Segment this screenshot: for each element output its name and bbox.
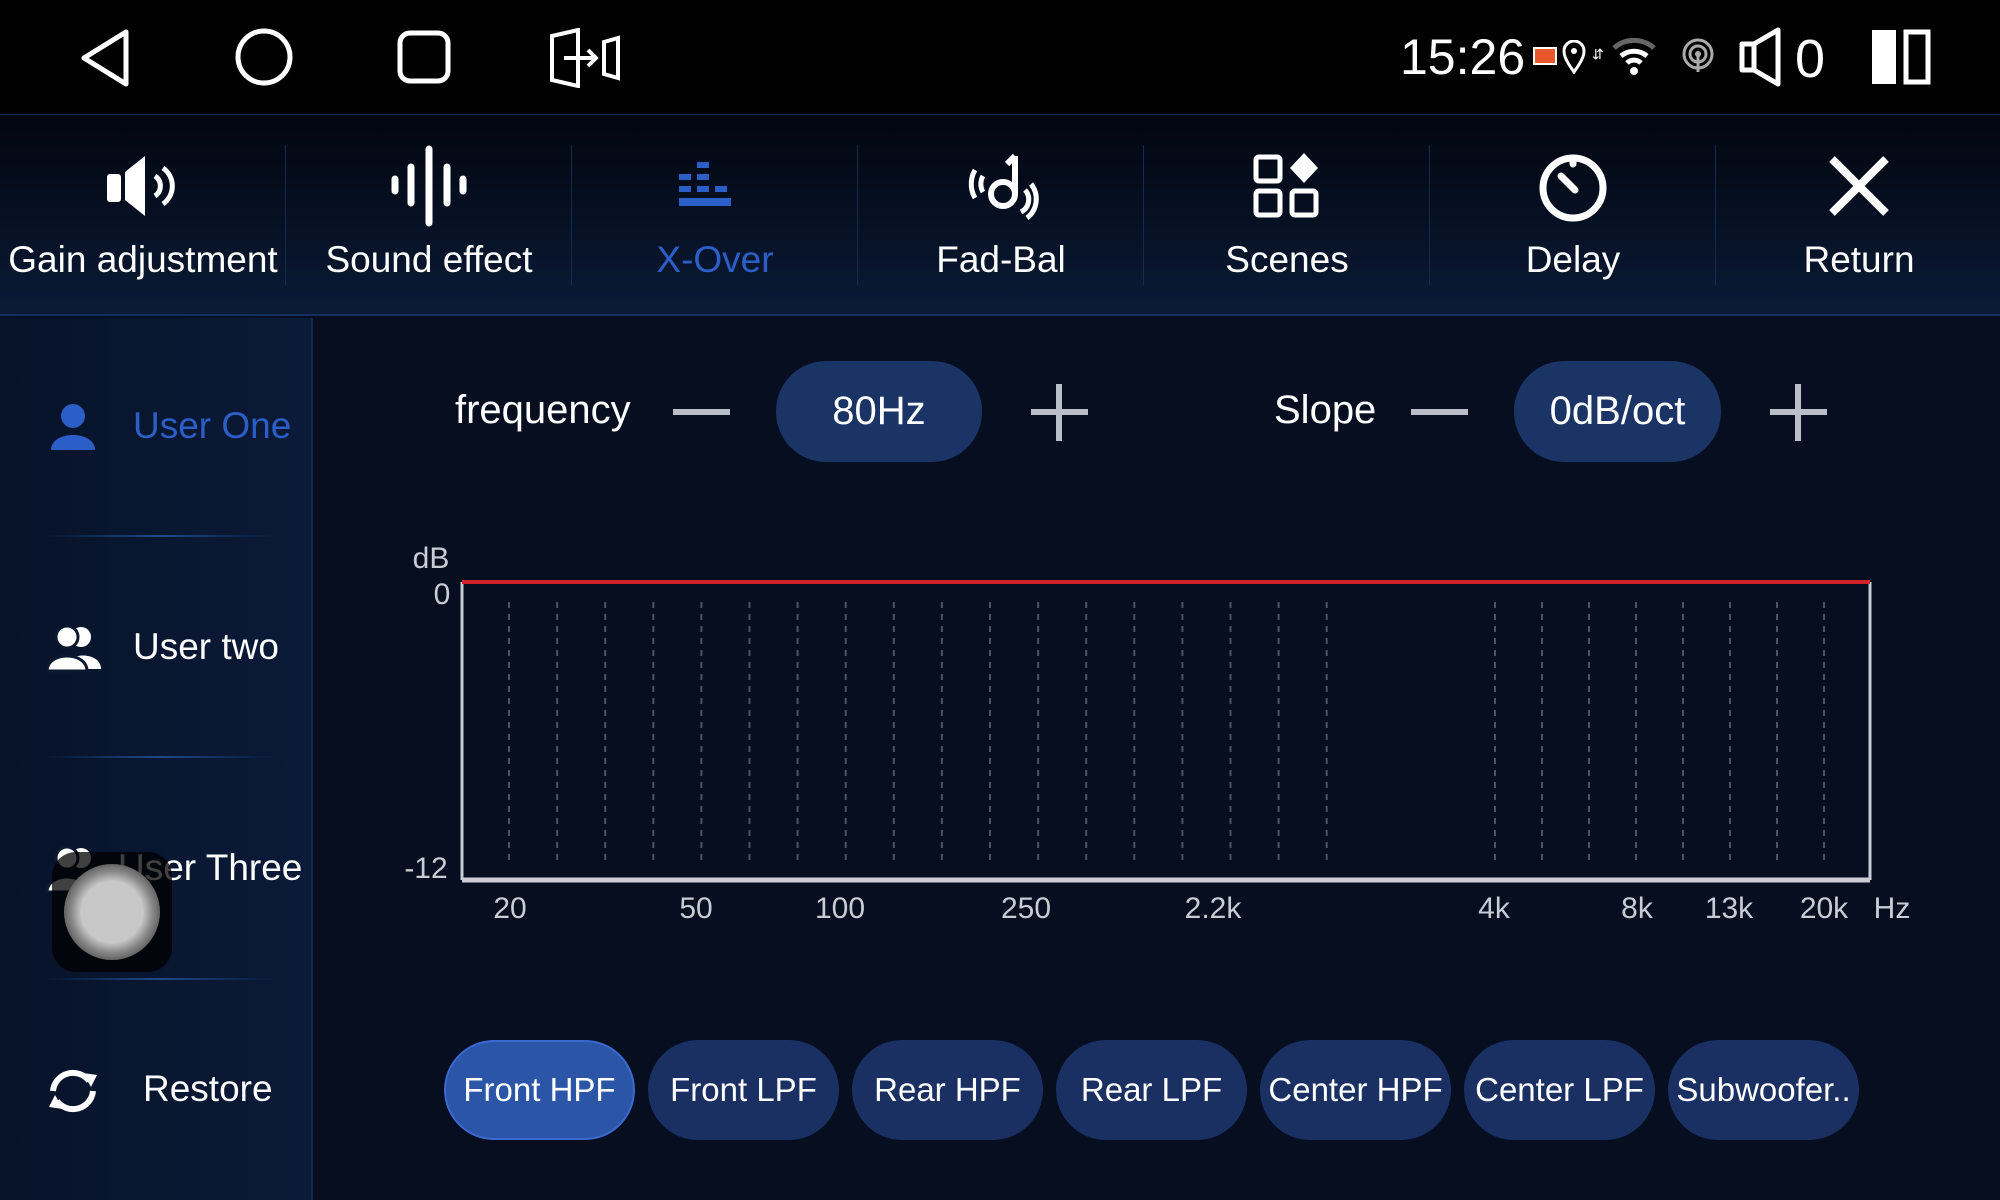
data-arrows-icon: ⇵: [1592, 46, 1604, 62]
tab-sound-effect[interactable]: Sound effect: [286, 115, 572, 315]
channel-button[interactable]: Rear HPF: [852, 1040, 1043, 1140]
tab-label: Sound effect: [325, 239, 533, 280]
x-axis-label: Hz: [1873, 892, 1911, 925]
fader-balance-icon: [968, 153, 1039, 220]
frequency-value[interactable]: 80Hz: [776, 361, 982, 462]
top-tab-bar: Gain adjustment Sound effect X-Over Fad-…: [0, 114, 2000, 316]
clock: 15:26: [1400, 29, 1526, 85]
sidebar: User One User two User Three Restore: [0, 318, 313, 1200]
x-tick-label: 250: [1000, 892, 1052, 925]
x-tick-label: 4k: [1478, 892, 1510, 925]
tab-gain-adjustment[interactable]: Gain adjustment: [0, 115, 286, 315]
tab-fad-bal[interactable]: Fad-Bal: [858, 115, 1144, 315]
tab-delay[interactable]: Delay: [1430, 115, 1716, 315]
sidebar-item-label: User One: [133, 405, 292, 446]
back-icon[interactable]: [78, 28, 134, 88]
channel-button[interactable]: Subwoofer..: [1668, 1040, 1859, 1140]
tab-label: Fad-Bal: [936, 239, 1066, 280]
equalizer-bars-icon: [679, 162, 731, 206]
tab-x-over[interactable]: X-Over: [572, 115, 858, 315]
x-tick-label: 50: [679, 892, 713, 925]
y-axis-label: dB: [412, 542, 450, 575]
recents-icon[interactable]: [396, 29, 452, 85]
x-tick-label: 13k: [1704, 892, 1754, 925]
channel-button[interactable]: Rear LPF: [1056, 1040, 1247, 1140]
tab-label: Return: [1803, 239, 1915, 280]
channel-button[interactable]: Front HPF: [444, 1040, 635, 1140]
x-tick-label: 100: [814, 892, 866, 925]
close-icon: [1829, 156, 1889, 216]
split-screen-icon[interactable]: [1870, 28, 1932, 86]
users-icon: [45, 624, 101, 673]
user-icon: [51, 404, 95, 450]
tab-scenes[interactable]: Scenes: [1144, 115, 1430, 315]
tab-label: Delay: [1525, 239, 1621, 280]
divider: [45, 756, 275, 758]
status-bar: 15:26 ⇵ 0: [0, 0, 2000, 114]
cast-icon: [1533, 47, 1557, 65]
speaker-icon: [107, 156, 175, 216]
tab-label: Gain adjustment: [8, 239, 278, 280]
exit-icon[interactable]: [546, 28, 626, 88]
frequency-label: frequency: [455, 388, 631, 432]
x-tick-label: 8k: [1621, 892, 1653, 925]
x-tick-label: 2.2k: [1184, 892, 1242, 925]
divider: [45, 535, 275, 537]
x-tick-label: 20: [493, 892, 527, 925]
location-icon: [1562, 40, 1586, 74]
channel-button[interactable]: Front LPF: [648, 1040, 839, 1140]
slope-label: Slope: [1274, 388, 1377, 432]
volume-level: 0: [1795, 29, 1826, 89]
volume-icon[interactable]: [1738, 26, 1784, 88]
slope-minus-button[interactable]: [1411, 409, 1468, 415]
tab-return[interactable]: Return: [1716, 115, 2000, 315]
y-tick-label: 0: [433, 578, 451, 611]
channel-button[interactable]: Center HPF: [1260, 1040, 1451, 1140]
assistive-touch-knob: [64, 864, 160, 960]
slope-value[interactable]: 0dB/oct: [1514, 361, 1721, 462]
tab-label: Scenes: [1225, 239, 1349, 280]
sidebar-item-user-one[interactable]: User One: [0, 367, 313, 487]
waveform-icon: [391, 145, 467, 227]
divider: [45, 978, 275, 980]
frequency-minus-button[interactable]: [673, 409, 730, 415]
tab-label: X-Over: [656, 239, 774, 280]
refresh-icon: [49, 1069, 97, 1113]
sidebar-item-user-two[interactable]: User two: [0, 588, 313, 708]
y-tick-label: -12: [404, 852, 448, 885]
channel-button[interactable]: Center LPF: [1464, 1040, 1655, 1140]
hotspot-icon: [1682, 38, 1714, 72]
scenes-grid-icon: [1253, 153, 1319, 218]
x-tick-label: 20k: [1799, 892, 1849, 925]
home-icon[interactable]: [234, 27, 294, 87]
sidebar-item-restore[interactable]: Restore: [0, 1030, 313, 1150]
sidebar-item-label: User two: [133, 626, 279, 667]
sidebar-item-label: Restore: [143, 1068, 273, 1109]
wifi-icon: [1612, 37, 1656, 75]
assistive-touch-button[interactable]: [52, 852, 172, 972]
timer-icon: [1539, 154, 1607, 222]
